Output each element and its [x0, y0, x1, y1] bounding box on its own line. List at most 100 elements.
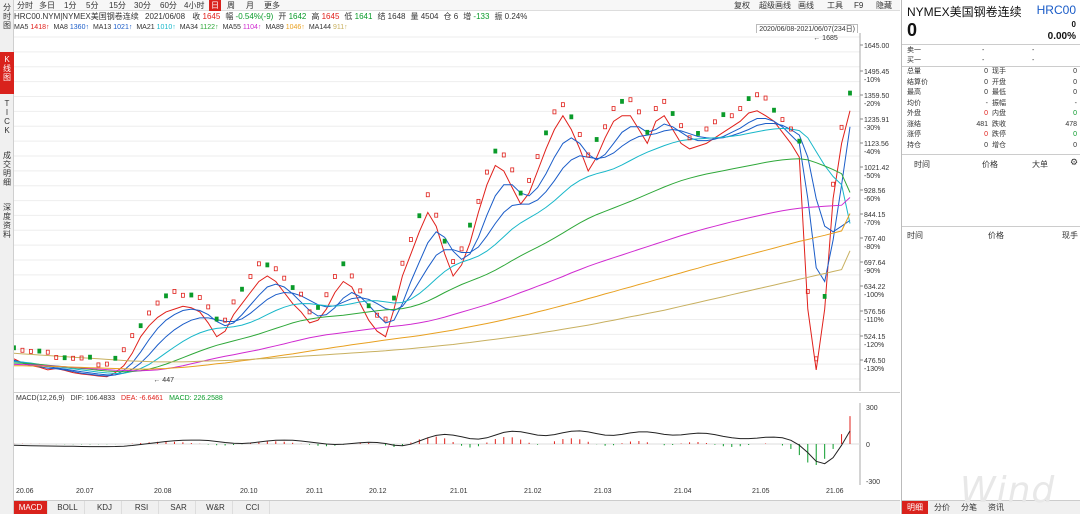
candle [822, 294, 827, 299]
x-tick-label: 20.10 [240, 488, 258, 495]
period-5[interactable]: 30分 [134, 1, 151, 10]
orderbook-vol: - [1032, 57, 1035, 64]
y-tick-pct-label: -50% [864, 173, 880, 180]
ma-value: 1418↑ [30, 24, 50, 31]
toolbar-right-0[interactable]: 复权 [734, 1, 750, 10]
info-item-value: 1645 [202, 12, 221, 21]
period-3[interactable]: 5分 [86, 1, 99, 10]
stat-value: 481 [976, 120, 988, 128]
y-tick-label: 697.64 [864, 260, 886, 267]
detail-col-header: 价格 [988, 231, 1004, 240]
period-11[interactable]: 更多 [264, 1, 280, 10]
ma-name: MA21 [136, 24, 155, 31]
candle [223, 317, 228, 323]
y-tick-label: 928.56 [864, 188, 886, 195]
indicator-tab-macd[interactable]: MACD [14, 501, 48, 514]
candle [113, 355, 118, 361]
y-tick-pct-label: -30% [864, 125, 880, 132]
candle [544, 130, 548, 136]
toolbar-right-3[interactable]: 工具 [827, 1, 843, 10]
period-4[interactable]: 15分 [109, 1, 126, 10]
candle [71, 355, 76, 361]
period-9[interactable]: 周 [227, 1, 235, 10]
panel-tab-0[interactable]: 明细 [902, 501, 928, 514]
period-2[interactable]: 1分 [64, 1, 77, 10]
info-item-label: 幅 [225, 12, 236, 21]
info-item: 增 -133 [463, 12, 489, 21]
panel-tab-3[interactable]: 资讯 [988, 503, 1004, 512]
toolbar-right-5[interactable]: 隐藏 [876, 1, 892, 10]
settings-icon[interactable]: ⚙ [1070, 157, 1079, 167]
left-tab-char: K [4, 126, 10, 135]
toolbar-right-1[interactable]: 超级画线 [759, 1, 791, 10]
candle [501, 152, 506, 158]
left-tab-4[interactable]: 深度资料 [0, 200, 14, 240]
x-tick-label: 20.06 [16, 488, 34, 495]
candle [679, 123, 684, 129]
y-tick-label: 476.50 [864, 358, 886, 365]
y-tick-label: 844.15 [864, 212, 886, 219]
y-tick-label: 1645.00 [864, 43, 889, 50]
indicator-tab-kdj[interactable]: KDJ [88, 501, 122, 514]
period-1[interactable]: 多日 [39, 1, 55, 10]
toolbar-right-4[interactable]: F9 [854, 1, 864, 10]
y-tick-label: 1235.91 [864, 117, 889, 124]
kline-chart[interactable]: 1645.00 1495.45-10% 1359.50-20% 1235.91-30%… [14, 33, 900, 391]
period-toolbar: 分时 多日 1分 5分 15分 30分 60分 4小时日周 月 更多 复权 超级画线 画线 工具 F9 隐藏 [14, 0, 900, 11]
indicator-tab-wr[interactable]: W&R [199, 501, 233, 514]
info-item: 低 1641 [344, 12, 372, 21]
y-tick-label: 1359.50 [864, 93, 889, 100]
period-10[interactable]: 月 [246, 1, 254, 10]
info-item-label: 结 [377, 12, 388, 21]
indicator-tab-sar[interactable]: SAR [162, 501, 196, 514]
candle [180, 292, 185, 298]
left-tab-3[interactable]: 成交明细 [0, 148, 14, 196]
period-0[interactable]: 分时 [17, 1, 33, 10]
left-tab-0[interactable]: 分时图 [0, 0, 14, 40]
candle [797, 138, 802, 144]
y-tick-label: 1123.56 [864, 141, 889, 148]
instrument-code[interactable]: HRC00 [1036, 3, 1076, 17]
candle [307, 309, 312, 315]
date-label: 2021/06/08 [145, 12, 186, 21]
info-item-label: 高 [311, 12, 322, 21]
macd-stat: DIF: 106.4833 [71, 395, 115, 402]
stat-value: 0 [1073, 78, 1077, 86]
x-axis: 20.06 20.07 20.08 20.10 20.11 20.12 21.01 21.02… [14, 486, 900, 498]
period-8[interactable]: 日 [209, 0, 221, 11]
candle [299, 291, 304, 297]
candle [206, 304, 211, 310]
left-tab-char: 线 [3, 64, 11, 73]
candle [20, 347, 25, 353]
divider [902, 226, 1080, 227]
macd-chart[interactable]: 300 0 -300 [14, 403, 900, 485]
period-6[interactable]: 60分 [160, 1, 177, 10]
indicator-tab-cci[interactable]: CCI [236, 501, 270, 514]
panel-tab-2[interactable]: 分笔 [961, 503, 977, 512]
period-7[interactable]: 4小时 [184, 1, 205, 10]
info-item-value: 0.24% [504, 12, 528, 21]
series-ma144 [14, 250, 851, 363]
candle [493, 148, 498, 154]
trade-col-header: 价格 [982, 160, 998, 169]
indicator-tab-rsi[interactable]: RSI [125, 501, 159, 514]
candle [653, 106, 658, 111]
y-tick-pct-label: -80% [864, 244, 880, 251]
stat-label: 跌收 [992, 120, 1006, 128]
candle [518, 190, 523, 196]
candle [121, 347, 126, 353]
ma-value: 1360↑ [69, 24, 89, 31]
stat-label: 开盘 [992, 78, 1006, 86]
price-change: 0 [1071, 20, 1076, 29]
indicator-tab-boll[interactable]: BOLL [51, 501, 85, 514]
candle [603, 124, 608, 130]
ma-value: 1122↑ [200, 24, 219, 31]
candle [586, 152, 591, 158]
panel-tab-1[interactable]: 分价 [934, 503, 950, 512]
x-tick-label: 21.05 [752, 488, 770, 495]
toolbar-right-2[interactable]: 画线 [798, 1, 814, 10]
candle [248, 274, 253, 279]
stat-label: 内盘 [992, 110, 1006, 117]
